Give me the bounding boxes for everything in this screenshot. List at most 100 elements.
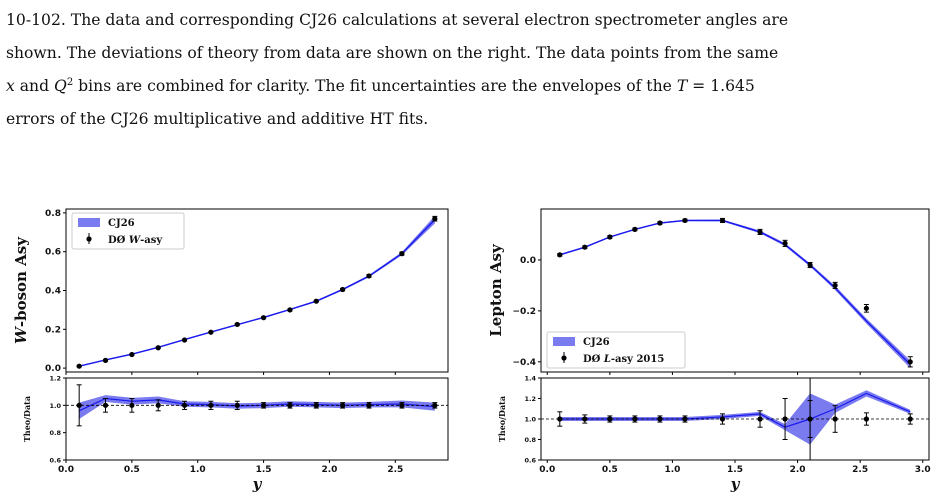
y-tick-label: 0.0 [520, 256, 536, 266]
y-tick-label: 0.6 [45, 248, 61, 258]
ratio-data-point [757, 416, 763, 422]
data-point [129, 351, 135, 358]
ratio-data-point [582, 416, 588, 422]
ratio-data-point [657, 416, 663, 422]
data-point [181, 337, 188, 343]
x-tick-label: 0.5 [602, 465, 618, 475]
x-axis-label: y [252, 475, 263, 493]
x-tick-label: 2.0 [790, 465, 806, 475]
ratio-y-tick-label: 1.0 [49, 402, 61, 410]
ratio-data-point [129, 402, 135, 408]
caption-text: and [14, 77, 55, 95]
ratio-data-point [832, 416, 838, 422]
legend-data-label: DØ W-asy [108, 235, 163, 246]
legend-data-label: DØ L-asy 2015 [583, 354, 664, 365]
legend-data-var: W [129, 235, 142, 246]
ratio-data-point [399, 402, 405, 408]
ratio-y-tick-label: 0.8 [49, 429, 61, 437]
y-axis-label: Lepton Asy [487, 243, 505, 337]
chart-2: −0.4 −0.2 0.0 Lepton Asy CJ26 DØ L-asy 2015 0.… [487, 208, 931, 493]
ratio-y-axis-label: Theo/Data [22, 396, 32, 442]
x-axis-label: y [730, 475, 741, 493]
data-point [682, 217, 688, 224]
data-point [757, 229, 763, 235]
x-tick-label: 2.5 [387, 465, 403, 475]
data-point [155, 345, 161, 351]
ratio-band [559, 390, 911, 445]
legend-theory-label: CJ26 [583, 337, 610, 348]
ratio-data-point [76, 402, 82, 408]
ratio-data-point [340, 402, 346, 408]
legend-band-swatch [78, 218, 100, 227]
data-point [313, 298, 319, 304]
legend-band-swatch [553, 337, 575, 346]
caption-text: bins are combined for clarity. The fit u… [73, 77, 677, 95]
data-point [432, 216, 438, 222]
data-point [907, 359, 913, 365]
data-point [366, 273, 372, 279]
data-point [582, 244, 588, 250]
x-tick-label: 1.5 [256, 465, 272, 475]
legend-theory-label: CJ26 [108, 218, 135, 229]
data-point [340, 286, 346, 293]
legend-data-suffix: -asy [140, 235, 163, 246]
ratio-y-tick-label: 0.6 [49, 457, 61, 465]
ratio-data-point [557, 416, 563, 422]
data-point [807, 262, 813, 268]
x-tick-label: 2.0 [321, 465, 337, 475]
x-tick-label: 0.0 [58, 465, 74, 475]
data-point [607, 234, 613, 240]
caption-q-exp: 2 [66, 76, 74, 88]
x-tick-label: 0.0 [539, 465, 555, 475]
caption-text: = 1.645 [687, 77, 755, 95]
ratio-y-tick-label: 0.6 [524, 457, 536, 465]
legend-data-marker [86, 236, 92, 242]
y-axis-label-var: W [12, 325, 30, 344]
ratio-data-point [432, 402, 438, 408]
ratio-y-axis-label: Theo/Data [497, 396, 507, 442]
ratio-y-tick-label: 1.4 [524, 375, 536, 383]
data-point [863, 305, 870, 311]
ratio-data-point [682, 416, 688, 422]
y-tick-label: −0.2 [513, 307, 536, 317]
ratio-y-tick-label: 0.8 [524, 436, 536, 444]
ratio-data-point [208, 402, 214, 408]
ratio-data-point [632, 416, 638, 422]
y-tick-label: −0.4 [513, 358, 536, 368]
y-axis-label-rest: -boson Asy [12, 236, 30, 327]
data-point [208, 329, 214, 335]
theory-line [79, 219, 436, 367]
ratio-y-tick-label: 1.2 [524, 395, 536, 403]
y-axis-label: W-boson Asy [12, 236, 30, 344]
data-point [632, 226, 638, 232]
ratio-line [78, 397, 435, 412]
legend-data-suffix: -asy 2015 [611, 354, 664, 365]
data-point [102, 357, 109, 363]
ratio-data-point [155, 402, 161, 408]
caption-x-var: x [6, 77, 15, 95]
data-point [557, 252, 563, 258]
data-point [287, 307, 293, 313]
data-point [719, 217, 726, 224]
legend-data-var: L [603, 354, 611, 365]
legend: CJ26 DØ W-asy [71, 212, 185, 250]
ratio-panel-frame [65, 377, 449, 461]
x-tick-label: 2.5 [852, 465, 868, 475]
ratio-data-point [863, 416, 870, 422]
legend: CJ26 DØ L-asy 2015 [546, 331, 686, 369]
caption-line-2: shown. The deviations of theory from dat… [6, 44, 779, 62]
figure-caption: 10-102. The data and corresponding CJ26 … [6, 4, 938, 136]
caption-line-1: 10-102. The data and corresponding CJ26 … [6, 11, 789, 29]
ratio-data-point [181, 402, 188, 408]
ratio-y-tick-label: 1.2 [49, 375, 61, 383]
x-tick-label: 3.0 [915, 465, 931, 475]
ratio-data-point [807, 416, 813, 422]
data-point [234, 321, 240, 328]
data-point [832, 282, 838, 289]
legend-data-marker [561, 355, 567, 361]
caption-line-3: x and Q2 bins are combined for clarity. … [6, 70, 938, 103]
y-tick-label: 0.4 [45, 287, 61, 297]
x-tick-label: 1.0 [664, 465, 680, 475]
